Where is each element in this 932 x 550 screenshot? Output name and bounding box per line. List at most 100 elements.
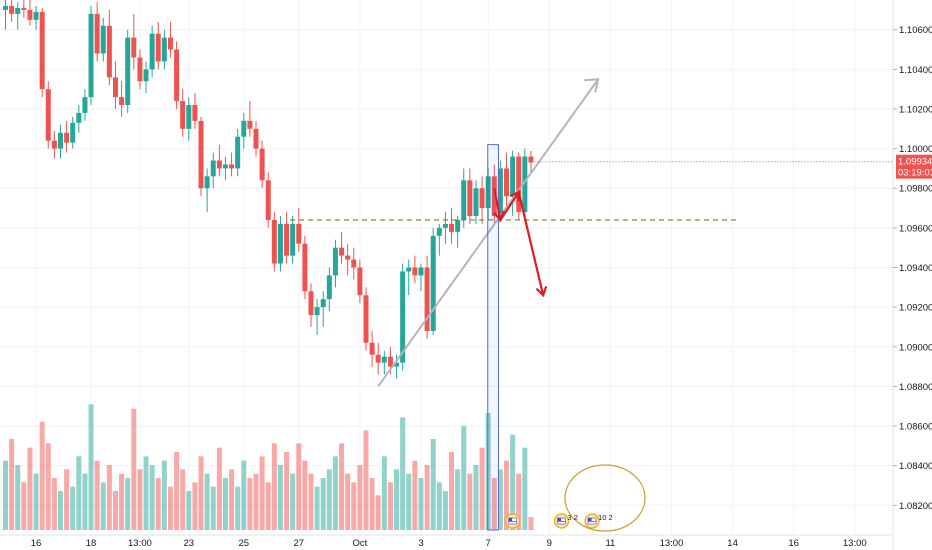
- price-axis[interactable]: 1.10600 1.10400 1.10200 1.10000 1.09800 1.096…: [892, 0, 932, 550]
- volume-bar: [436, 482, 442, 530]
- time-tick-label: 7: [486, 538, 491, 549]
- chart-drawings[interactable]: [290, 78, 737, 532]
- price-tick-label: 1.08400: [899, 461, 932, 472]
- scenario-path[interactable]: [493, 188, 545, 296]
- candle-body: [106, 25, 112, 78]
- volume-highlight-ellipse[interactable]: [564, 464, 646, 532]
- candle-body: [363, 295, 369, 343]
- candle-body: [504, 168, 510, 197]
- volume-bar: [332, 456, 338, 530]
- volume-bar: [467, 473, 473, 530]
- time-tick-label: 9: [547, 538, 552, 549]
- volume-bar: [57, 491, 63, 530]
- event-count-label: 3 2: [568, 513, 578, 522]
- candle-body: [64, 132, 70, 143]
- volume-bar: [143, 456, 149, 530]
- volume-bar: [21, 482, 27, 530]
- candle-body: [510, 156, 516, 197]
- price-tick-label: 1.10200: [899, 104, 932, 115]
- candle-body: [33, 11, 39, 20]
- volume-bar: [229, 469, 235, 530]
- scenario-arrowhead-target: [535, 285, 548, 298]
- candle-body: [418, 267, 424, 276]
- volume-bar: [100, 482, 106, 530]
- volume-bar: [375, 495, 381, 530]
- candle-body: [491, 176, 497, 216]
- candle-body: [94, 13, 100, 54]
- volume-bar: [241, 460, 247, 530]
- volume-bar: [9, 439, 15, 530]
- candle-body: [57, 132, 63, 149]
- candle-body: [277, 223, 283, 264]
- price-tick-label: 1.09200: [899, 303, 932, 314]
- volume-bar: [473, 465, 479, 530]
- volume-bar: [247, 478, 253, 530]
- volume-bar: [27, 447, 33, 530]
- volume-bar: [45, 443, 51, 530]
- volume-bar: [326, 469, 332, 530]
- candle-body: [394, 362, 400, 367]
- volume-bar: [265, 482, 271, 530]
- candle-body: [100, 25, 106, 54]
- volume-bar: [455, 469, 461, 530]
- highlight-box[interactable]: [487, 144, 499, 531]
- candle-body: [326, 275, 332, 300]
- us-flag-canton: [557, 518, 562, 521]
- time-tick-label: 3: [418, 538, 423, 549]
- price-tick-label: 1.08600: [899, 422, 932, 433]
- volume-bar: [284, 452, 290, 530]
- volume-bar: [131, 408, 137, 530]
- volume-bar: [345, 473, 351, 530]
- candle-body: [192, 105, 198, 121]
- candle-body: [174, 49, 180, 102]
- event-markers[interactable]: 3 2 10 2: [505, 513, 613, 529]
- volume-bar: [381, 456, 387, 530]
- volume-bar: [15, 465, 21, 530]
- countdown-text: 03:19:01: [898, 168, 932, 179]
- volume-bar: [491, 478, 497, 530]
- volume-bar: [198, 456, 204, 530]
- candle-body: [119, 97, 125, 106]
- candle-body: [3, 5, 8, 10]
- candle-body: [479, 188, 485, 209]
- time-tick-label: 18: [86, 538, 97, 549]
- candle-body: [70, 122, 76, 143]
- time-axis[interactable]: 16 18 13:00 23 25 27 Oct 3 7 9 11 13:00 14 16 13:00: [0, 534, 893, 549]
- candle-body: [436, 227, 442, 236]
- candle-body: [467, 180, 473, 216]
- volume-bar: [222, 478, 228, 530]
- candlestick-series: [3, 0, 534, 379]
- time-tick-label: 16: [788, 538, 799, 549]
- candle-body: [442, 223, 448, 228]
- candle-body: [9, 5, 15, 14]
- candle-body: [528, 156, 534, 163]
- price-tick-label: 1.08200: [899, 501, 932, 512]
- volume-bar: [277, 465, 283, 530]
- candle-body: [51, 140, 57, 149]
- candle-body: [180, 101, 186, 129]
- candle-body: [210, 160, 216, 177]
- candle-body: [198, 120, 204, 189]
- volume-bar: [253, 473, 259, 530]
- candle-body: [235, 136, 241, 169]
- candle-body: [186, 105, 192, 129]
- candle-body: [314, 307, 320, 316]
- candle-body: [76, 112, 82, 123]
- volume-bar: [137, 469, 143, 530]
- candle-body: [424, 267, 430, 331]
- candle-body: [308, 291, 314, 316]
- candle-body: [259, 148, 265, 181]
- candle-body: [284, 223, 290, 256]
- price-tick-label: 1.09800: [899, 184, 932, 195]
- volume-bar: [387, 482, 393, 530]
- price-tick-label: 1.09400: [899, 263, 932, 274]
- candle-body: [241, 120, 247, 137]
- price-tick-label: 1.10000: [899, 144, 932, 155]
- candle-body: [449, 223, 455, 232]
- volume-bar: [216, 447, 222, 530]
- volume-bar: [51, 478, 57, 530]
- volume-bar: [94, 460, 100, 530]
- candle-body: [125, 37, 131, 106]
- candle-body: [406, 267, 412, 272]
